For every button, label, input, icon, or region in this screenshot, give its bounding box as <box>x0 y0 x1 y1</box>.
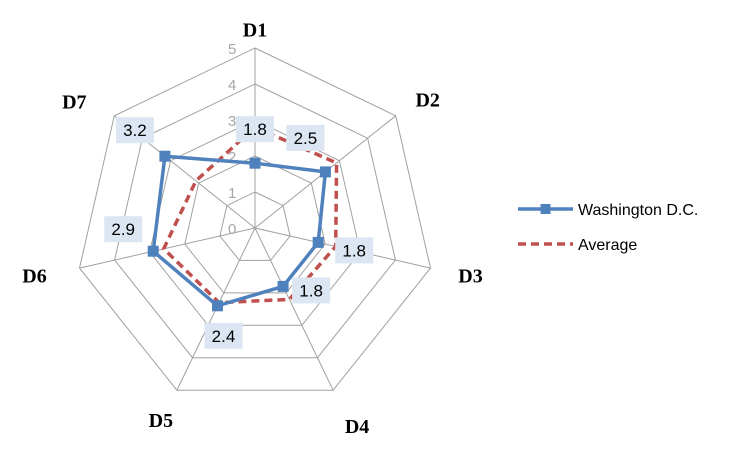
data-label-bg <box>286 124 325 151</box>
data-label-bg <box>104 216 143 243</box>
data-label-bg <box>115 117 154 144</box>
grid-ring-1 <box>219 191 291 261</box>
tick-label-1: 1 <box>228 185 236 202</box>
axis-label-d2: D2 <box>415 89 439 111</box>
data-label-d6: 2.9 <box>104 216 143 243</box>
tick-label-5: 5 <box>228 41 236 58</box>
grid-ring-3 <box>149 119 361 326</box>
tick-label-2: 2 <box>228 149 236 166</box>
legend: Washington D.C. Average <box>518 202 698 254</box>
spoke-d6 <box>79 227 256 269</box>
axis-label-d7: D7 <box>62 91 86 113</box>
tick-label-4: 4 <box>228 77 236 94</box>
data-label-text: 3.2 <box>123 121 147 140</box>
grid-ring-4 <box>114 83 396 359</box>
data-label-text: 2.4 <box>212 327 236 346</box>
radial-ticks: 0 1 2 3 4 5 <box>228 41 236 238</box>
data-label-text: 1.8 <box>299 281 323 300</box>
data-label-bg <box>335 237 374 264</box>
data-label-d7: 3.2 <box>115 117 154 144</box>
point-washington-d-c-d6 <box>147 245 159 257</box>
point-washington-d-c-d7 <box>159 150 171 162</box>
point-washington-d-c-d5 <box>212 300 223 312</box>
data-label-bg <box>292 277 331 304</box>
spoke-d4 <box>254 227 334 391</box>
series-line-washington-d-c <box>151 154 328 308</box>
point-washington-d-c-d2 <box>319 166 331 178</box>
data-label-d2: 2.5 <box>286 124 325 151</box>
series-line-average <box>161 125 339 305</box>
point-washington-d-c-d3 <box>312 236 324 248</box>
point-washington-d-c-d1 <box>249 157 261 169</box>
axis-label-d4: D4 <box>345 416 369 438</box>
legend-label-washington: Washington D.C. <box>578 202 698 219</box>
data-labels: 1.8 2.5 1.8 1.8 2.4 2.9 3.2 <box>104 116 374 349</box>
data-label-bg <box>204 322 243 349</box>
data-label-text: 1.8 <box>342 241 366 260</box>
grid-ring-5 <box>78 47 432 391</box>
tick-label-0: 0 <box>228 221 236 238</box>
axis-labels: D1 D2 D3 D4 D5 D6 D7 <box>22 20 482 438</box>
point-washington-d-c-d4 <box>277 280 289 292</box>
data-label-d4: 1.8 <box>292 277 331 304</box>
data-label-text: 1.8 <box>243 120 267 139</box>
data-label-d1: 1.8 <box>236 116 274 143</box>
data-label-d5: 2.4 <box>204 322 243 349</box>
axis-label-d1: D1 <box>243 20 267 42</box>
legend-marker-washington <box>540 204 551 214</box>
data-label-d3: 1.8 <box>335 237 374 264</box>
series <box>147 125 339 312</box>
legend-label-average: Average <box>578 237 637 254</box>
data-label-text: 2.5 <box>294 129 318 148</box>
data-label-text: 2.9 <box>111 220 135 239</box>
tick-label-3: 3 <box>228 113 236 130</box>
axis-label-d5: D5 <box>149 410 173 432</box>
data-label-bg <box>236 116 274 143</box>
axis-label-d3: D3 <box>458 266 482 288</box>
axis-label-d6: D6 <box>22 266 46 288</box>
